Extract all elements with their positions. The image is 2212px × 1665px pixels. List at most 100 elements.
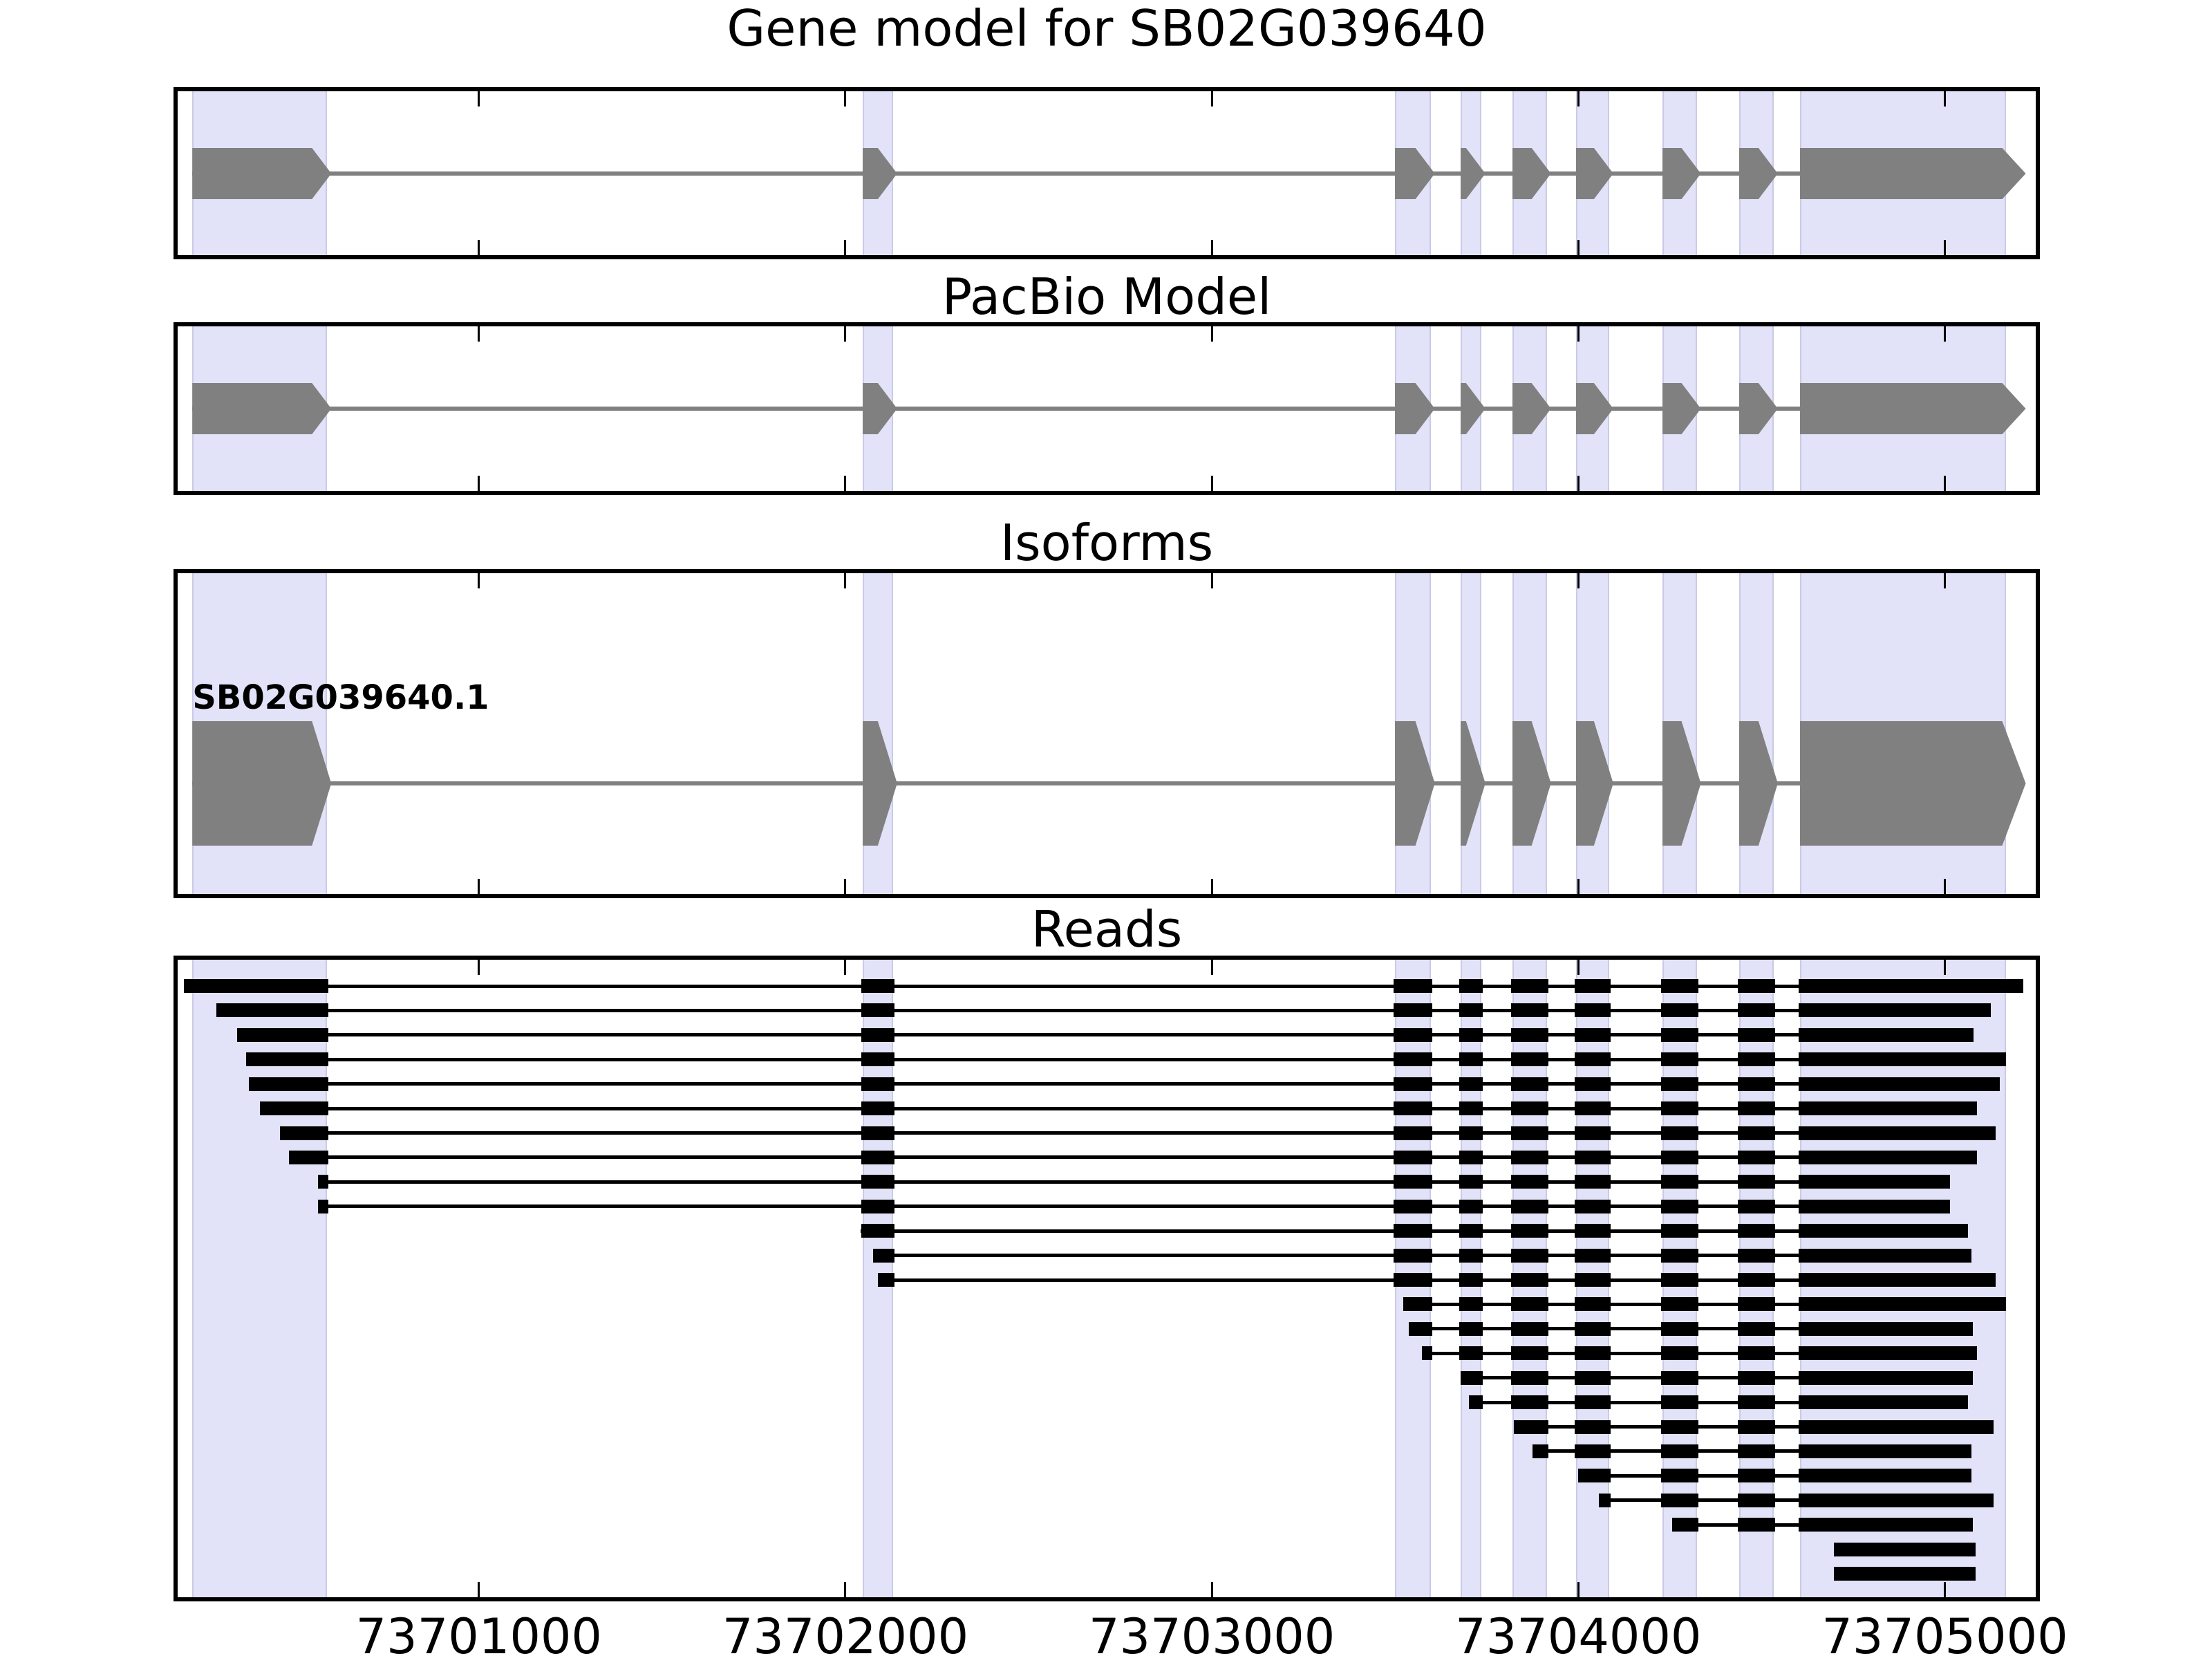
read-exon-block (1737, 1518, 1775, 1532)
axis-tick (478, 91, 480, 106)
read-exon-block (1798, 979, 2023, 993)
read-exon-block (1660, 1224, 1698, 1238)
isoform-label: SB02G039640.1 (192, 678, 489, 717)
panel-reads (174, 956, 2040, 1601)
read-exon-block (1574, 1248, 1611, 1263)
read-exon-block (1660, 1077, 1698, 1091)
axis-tick (844, 573, 847, 588)
axis-tick (1577, 879, 1580, 894)
read-exon-block (1737, 1370, 1775, 1385)
read-exon-block (1574, 1027, 1611, 1042)
read-exon-block (1460, 1370, 1483, 1385)
read-exon-block (1459, 1126, 1483, 1140)
intron-line (192, 781, 2006, 785)
axis-tick (1577, 240, 1580, 255)
read-intron-line (185, 984, 2022, 988)
read-exon-block (1459, 1273, 1483, 1287)
read-exon-block (246, 1052, 329, 1067)
read-intron-line (250, 1082, 1999, 1086)
read-exon-block (861, 1077, 894, 1091)
read-exon-block (1408, 1321, 1432, 1336)
panel-title-isoforms: Isoforms (1000, 514, 1214, 572)
axis-tick (1944, 240, 1947, 255)
read-exon-block (1737, 1321, 1775, 1336)
read-exon-block (861, 1199, 894, 1213)
read-exon-block (1737, 1248, 1775, 1263)
read-exon-block (1660, 1493, 1698, 1507)
read-exon-block (1660, 1150, 1698, 1164)
read-exon-block (1574, 1052, 1611, 1067)
read-exon-block (1459, 1052, 1483, 1067)
read-exon-block (1459, 1175, 1483, 1189)
read-intron-line (1470, 1400, 1967, 1404)
read-exon-block (1574, 1224, 1611, 1238)
read-intron-line (319, 1204, 1949, 1209)
read-exon-block (1510, 979, 1548, 993)
axis-tick (478, 1582, 480, 1597)
read-exon-block (237, 1027, 329, 1042)
read-exon-block (1459, 1027, 1483, 1042)
axis-tick (1944, 476, 1947, 491)
exon-arrow (1799, 721, 2026, 846)
read-exon-block (861, 1027, 894, 1042)
read-exon-block (861, 1175, 894, 1189)
read-exon-block (1393, 1052, 1432, 1067)
read-exon-block (1574, 1346, 1611, 1361)
read-exon-block (1660, 1101, 1698, 1116)
read-exon-block (1598, 1493, 1611, 1507)
panel-title-gene-model: Gene model for SB02G039640 (727, 0, 1487, 57)
axis-tick (1577, 91, 1580, 106)
read-exon-block (1660, 1346, 1698, 1361)
read-exon-block (861, 1003, 894, 1018)
read-exon-block (318, 1175, 329, 1189)
read-exon-block (1798, 1518, 1973, 1532)
read-exon-block (1798, 1027, 1974, 1042)
read-exon-block (1737, 1199, 1775, 1213)
read-exon-block (861, 1052, 894, 1067)
panel-title-pacbio-model: PacBio Model (941, 268, 1272, 326)
read-exon-block (1660, 1321, 1698, 1336)
x-axis-tick-label: 73702000 (722, 1608, 969, 1665)
read-exon-block (1660, 1420, 1698, 1434)
read-exon-block (1510, 1224, 1548, 1238)
read-exon-block (1798, 1346, 1977, 1361)
axis-tick (1944, 573, 1947, 588)
axis-tick (478, 240, 480, 255)
read-exon-block (1393, 979, 1432, 993)
read-exon-block (280, 1126, 329, 1140)
axis-tick (478, 960, 480, 975)
read-exon-block (1798, 1052, 2006, 1067)
read-exon-block (1798, 1444, 1971, 1458)
axis-tick (1577, 1582, 1580, 1597)
read-exon-block (1798, 1273, 1996, 1287)
axis-tick (1210, 879, 1213, 894)
read-exon-block (1510, 1321, 1548, 1336)
read-exon-block (289, 1150, 329, 1164)
read-exon-block (1393, 1003, 1432, 1018)
axis-tick (1944, 879, 1947, 894)
read-intron-line (290, 1155, 1976, 1160)
read-exon-block (216, 1003, 329, 1018)
read-exon-block (1660, 1248, 1698, 1263)
read-exon-block (1737, 1052, 1775, 1067)
read-exon-block (1737, 1175, 1775, 1189)
read-intron-line (1600, 1498, 1993, 1503)
read-exon-block (1510, 1199, 1548, 1213)
read-exon-block (1393, 1126, 1432, 1140)
read-exon-block (1459, 979, 1483, 993)
read-exon-block (248, 1077, 329, 1091)
read-exon-block (1459, 1077, 1483, 1091)
read-exon-block (1574, 1297, 1611, 1312)
read-exon-block (1574, 1175, 1611, 1189)
axis-tick (1210, 326, 1213, 342)
read-exon-block (1737, 1420, 1775, 1434)
read-exon-block (1459, 1321, 1483, 1336)
axis-tick (1210, 1582, 1213, 1597)
read-exon-block (1393, 1077, 1432, 1091)
read-exon-block (1737, 1150, 1775, 1164)
read-exon-block (1532, 1444, 1548, 1458)
read-exon-block (1459, 1224, 1483, 1238)
read-exon-block (1574, 979, 1611, 993)
read-exon-block (1798, 1077, 2000, 1091)
read-exon-block (1393, 1248, 1432, 1263)
